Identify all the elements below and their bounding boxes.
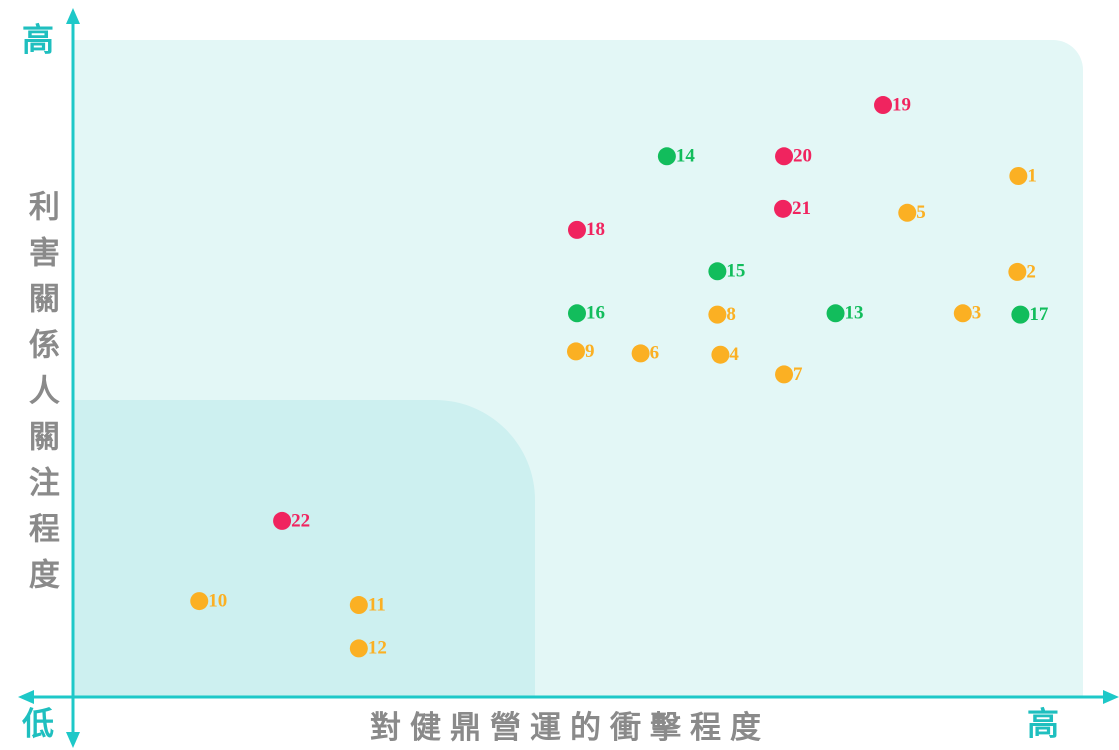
point xyxy=(349,596,368,615)
point xyxy=(775,147,794,166)
x-high: 高 xyxy=(1027,705,1059,741)
low-zone xyxy=(73,400,535,697)
point-label: 16 xyxy=(586,303,605,324)
point-label: 22 xyxy=(291,510,310,531)
point xyxy=(349,639,368,658)
point-label: 19 xyxy=(892,94,911,115)
point-label: 2 xyxy=(1026,261,1036,282)
point xyxy=(774,199,793,218)
point xyxy=(898,203,917,222)
point xyxy=(1008,262,1027,281)
point-label: 18 xyxy=(586,219,605,240)
point-label: 14 xyxy=(676,146,696,167)
arrow-up xyxy=(66,8,80,24)
point xyxy=(711,345,730,364)
point-label: 13 xyxy=(845,303,864,324)
point xyxy=(708,262,727,281)
point xyxy=(708,305,727,324)
point-label: 20 xyxy=(793,146,812,167)
point xyxy=(190,592,209,611)
x-axis-label: 對健鼎營運的衝擊程度 xyxy=(370,710,770,745)
point xyxy=(567,220,586,239)
point-label: 9 xyxy=(585,341,595,362)
point-label: 7 xyxy=(793,364,803,385)
point-label: 17 xyxy=(1029,304,1049,325)
y-axis-label: 利害關係人關注程度 xyxy=(24,190,60,604)
point xyxy=(566,342,585,361)
axes xyxy=(18,8,1119,748)
point xyxy=(1011,305,1030,324)
point-label: 21 xyxy=(792,198,811,219)
arrow-left xyxy=(18,690,34,704)
point-label: 8 xyxy=(726,304,736,325)
arrow-down xyxy=(66,732,80,748)
point xyxy=(826,304,845,323)
point xyxy=(775,365,794,384)
point xyxy=(631,344,650,363)
point-label: 15 xyxy=(726,261,745,282)
arrow-right xyxy=(1103,690,1119,704)
point-label: 4 xyxy=(729,344,739,365)
point xyxy=(953,304,972,323)
x-low: 低 xyxy=(22,705,54,741)
y-high: 高 xyxy=(22,21,54,57)
point-label: 10 xyxy=(208,590,227,611)
point-label: 3 xyxy=(972,303,982,324)
point xyxy=(273,511,292,530)
point-label: 1 xyxy=(1027,165,1037,186)
point-label: 12 xyxy=(368,638,387,659)
point xyxy=(1009,166,1028,185)
point xyxy=(657,147,676,166)
point-label: 11 xyxy=(368,594,386,615)
point xyxy=(567,304,586,323)
point-label: 6 xyxy=(650,343,660,364)
point xyxy=(874,96,893,115)
point-label: 5 xyxy=(916,202,926,223)
